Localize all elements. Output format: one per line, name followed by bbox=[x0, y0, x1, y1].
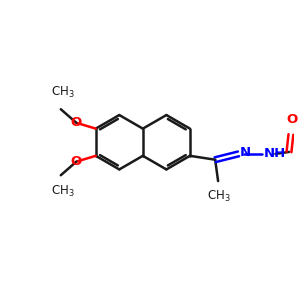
Text: CH$_3$: CH$_3$ bbox=[51, 85, 75, 100]
Text: N: N bbox=[239, 146, 250, 159]
Text: CH$_3$: CH$_3$ bbox=[51, 184, 75, 199]
Text: O: O bbox=[71, 155, 82, 168]
Text: O: O bbox=[286, 113, 298, 126]
Text: CH$_3$: CH$_3$ bbox=[207, 189, 231, 204]
Text: NH: NH bbox=[264, 147, 286, 161]
Text: O: O bbox=[71, 116, 82, 129]
